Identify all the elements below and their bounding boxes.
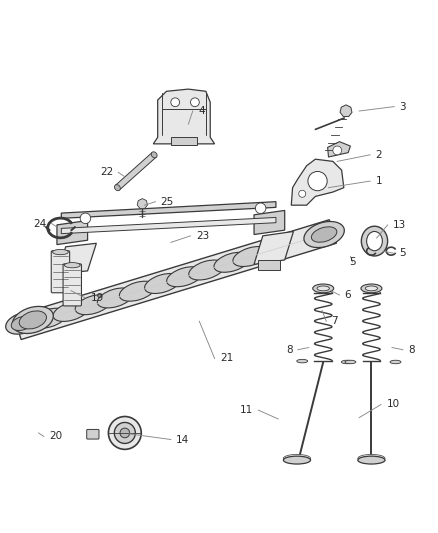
Text: 4: 4	[198, 106, 205, 116]
Text: 5: 5	[349, 257, 356, 267]
Ellipse shape	[120, 281, 155, 301]
Text: 5: 5	[399, 248, 406, 259]
Ellipse shape	[53, 302, 89, 321]
Ellipse shape	[345, 360, 356, 364]
Text: 2: 2	[375, 150, 382, 160]
Ellipse shape	[120, 428, 130, 438]
Text: 20: 20	[49, 431, 62, 441]
Text: 8: 8	[408, 345, 415, 355]
Ellipse shape	[19, 311, 46, 329]
Text: 22: 22	[100, 167, 113, 177]
Text: 7: 7	[332, 316, 338, 326]
Polygon shape	[340, 105, 352, 117]
Ellipse shape	[361, 226, 388, 256]
Polygon shape	[153, 89, 215, 144]
Text: 10: 10	[386, 399, 399, 409]
Ellipse shape	[365, 286, 378, 291]
Polygon shape	[328, 142, 350, 157]
FancyBboxPatch shape	[63, 264, 81, 306]
Polygon shape	[137, 199, 148, 208]
Circle shape	[80, 213, 91, 223]
Text: 14: 14	[176, 434, 189, 445]
Ellipse shape	[97, 288, 133, 308]
Ellipse shape	[313, 284, 334, 293]
Circle shape	[255, 203, 266, 214]
Text: 8: 8	[286, 345, 293, 355]
Text: 6: 6	[345, 290, 351, 300]
Polygon shape	[115, 152, 156, 190]
Text: 21: 21	[220, 353, 233, 364]
Ellipse shape	[342, 360, 352, 364]
Circle shape	[308, 172, 327, 191]
Ellipse shape	[31, 308, 67, 328]
Ellipse shape	[390, 360, 401, 364]
FancyBboxPatch shape	[51, 251, 70, 293]
Text: 13: 13	[393, 220, 406, 230]
Ellipse shape	[53, 249, 68, 255]
Ellipse shape	[283, 455, 311, 462]
Ellipse shape	[367, 231, 382, 251]
Text: 24: 24	[33, 219, 46, 229]
Ellipse shape	[297, 359, 307, 363]
Text: 3: 3	[399, 102, 406, 111]
Text: 25: 25	[161, 197, 174, 207]
Ellipse shape	[358, 456, 385, 464]
Circle shape	[191, 98, 199, 107]
Ellipse shape	[311, 227, 337, 243]
Text: 23: 23	[196, 231, 209, 241]
Polygon shape	[254, 211, 285, 235]
Text: 19: 19	[91, 293, 104, 303]
Polygon shape	[61, 201, 276, 219]
Text: 1: 1	[375, 176, 382, 186]
Ellipse shape	[304, 222, 344, 247]
Ellipse shape	[6, 313, 38, 334]
Polygon shape	[254, 231, 293, 264]
Polygon shape	[61, 217, 276, 233]
Ellipse shape	[75, 295, 111, 314]
Ellipse shape	[12, 306, 53, 334]
Ellipse shape	[214, 252, 250, 272]
Polygon shape	[57, 243, 96, 274]
Ellipse shape	[64, 263, 80, 268]
Polygon shape	[57, 270, 79, 280]
Ellipse shape	[317, 286, 329, 291]
Ellipse shape	[361, 284, 382, 293]
Ellipse shape	[358, 455, 385, 462]
Ellipse shape	[151, 152, 157, 158]
Polygon shape	[258, 260, 280, 270]
Ellipse shape	[11, 317, 32, 330]
Polygon shape	[171, 138, 197, 145]
Ellipse shape	[283, 456, 311, 464]
Ellipse shape	[233, 247, 269, 266]
Ellipse shape	[145, 273, 180, 294]
Polygon shape	[291, 159, 344, 205]
Polygon shape	[14, 220, 336, 340]
Circle shape	[333, 146, 342, 155]
Ellipse shape	[114, 423, 135, 443]
Ellipse shape	[189, 260, 225, 280]
Circle shape	[299, 190, 306, 197]
Ellipse shape	[108, 416, 141, 449]
Ellipse shape	[167, 266, 203, 287]
Circle shape	[171, 98, 180, 107]
Ellipse shape	[114, 184, 120, 191]
FancyBboxPatch shape	[87, 430, 99, 439]
Text: 11: 11	[240, 405, 253, 415]
Polygon shape	[57, 221, 88, 245]
